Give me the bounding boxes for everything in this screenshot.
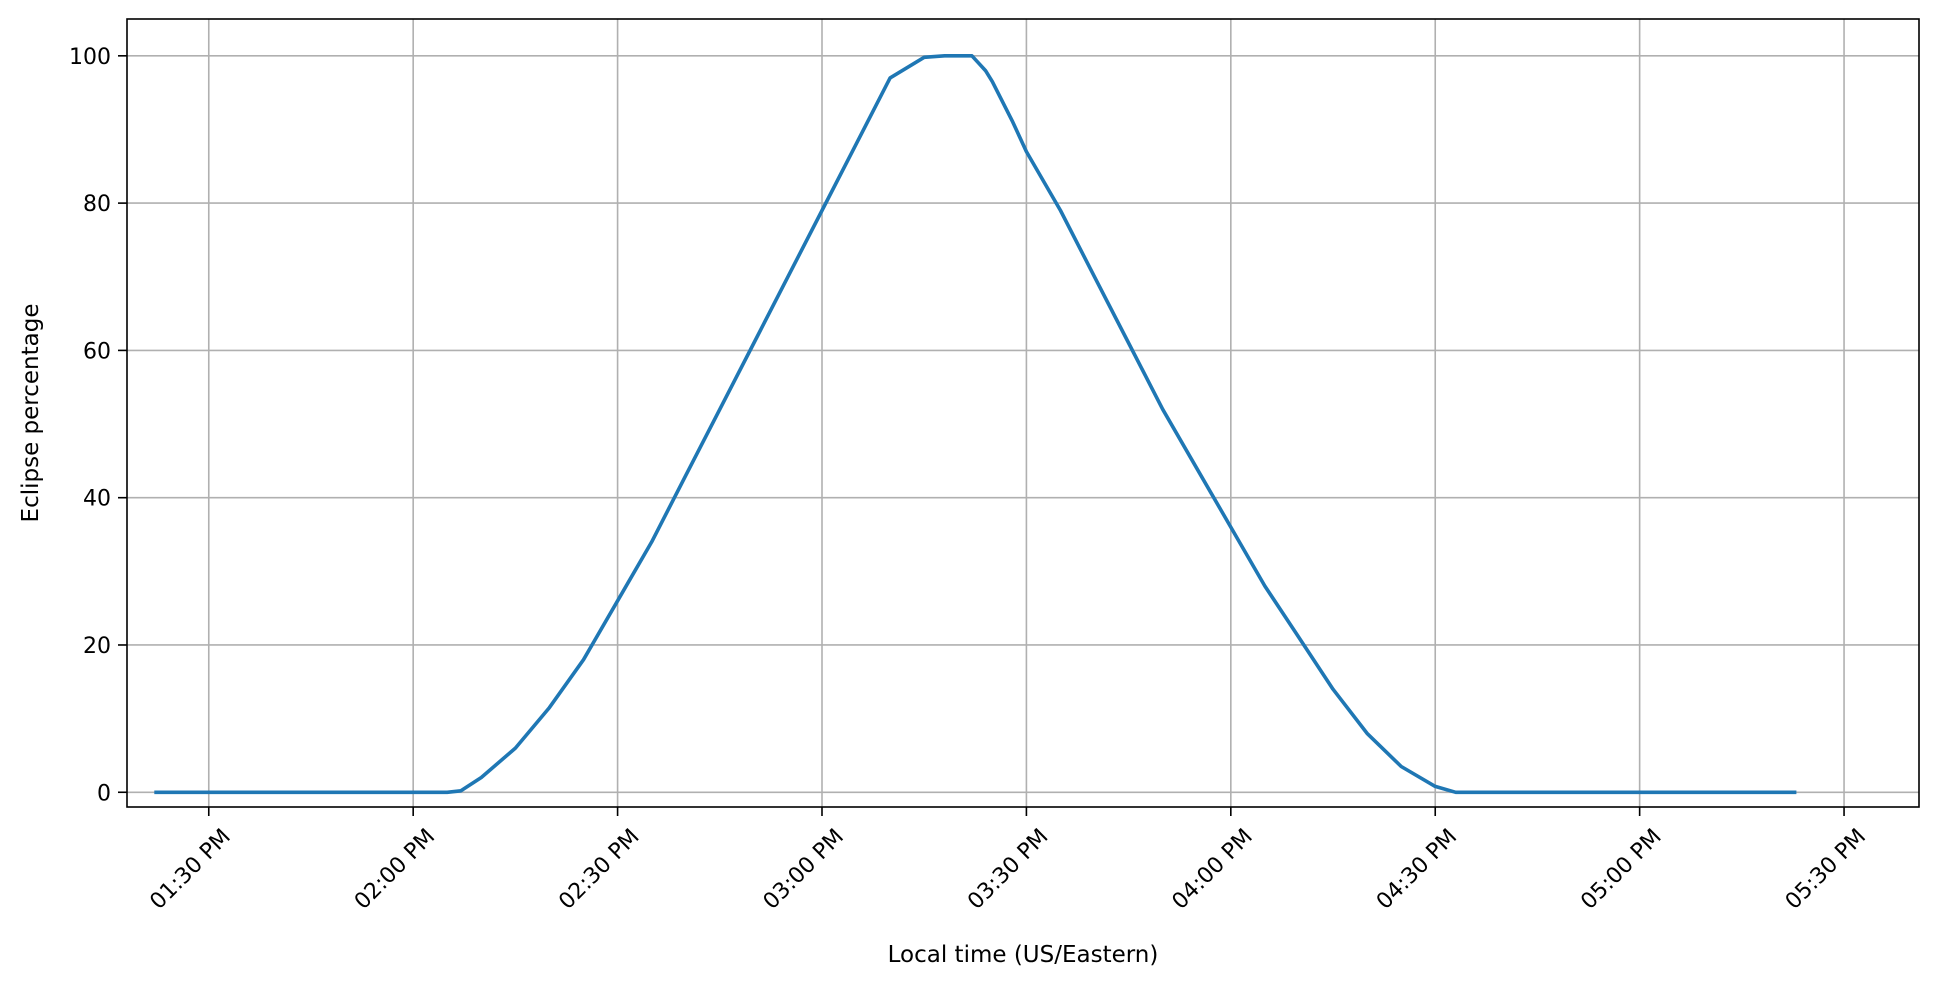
series-layer bbox=[154, 53, 1797, 795]
x-axis-label: Local time (US/Eastern) bbox=[888, 942, 1159, 968]
y-tick-label: 80 bbox=[83, 192, 111, 217]
y-tick-label: 20 bbox=[83, 634, 111, 659]
y-tick-label: 60 bbox=[83, 339, 111, 364]
y-axis-label: Eclipse percentage bbox=[18, 304, 44, 523]
eclipse-percentage-line bbox=[154, 53, 1797, 795]
y-tick-label: 0 bbox=[97, 781, 111, 806]
plot-frame bbox=[126, 18, 1920, 808]
y-tick-label: 100 bbox=[69, 45, 111, 70]
y-tick-label: 40 bbox=[83, 487, 111, 512]
